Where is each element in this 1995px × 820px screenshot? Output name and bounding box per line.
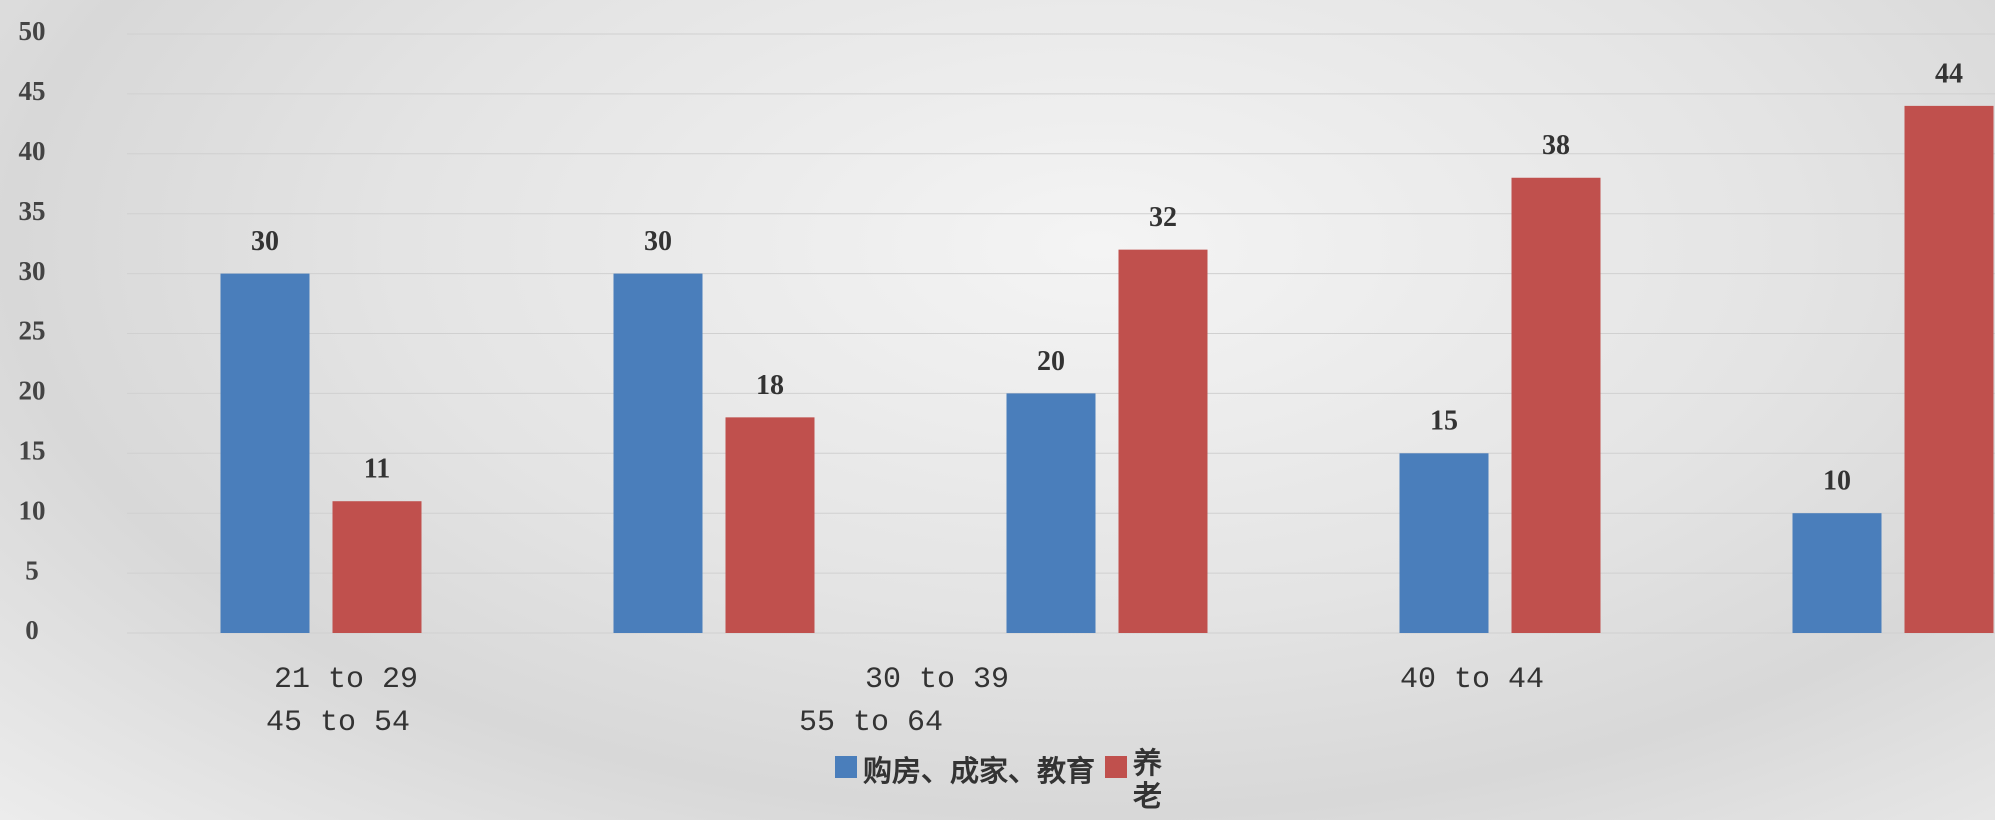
y-tick-label: 5 [25, 555, 39, 585]
bar [1399, 453, 1489, 633]
y-tick-label: 0 [25, 615, 39, 645]
legend-item: 购房、成家、教育 [835, 748, 1095, 790]
legend-swatch [835, 756, 857, 778]
x-tick-label: 21 to 29 [274, 663, 418, 697]
legend-swatch [1105, 756, 1128, 778]
x-tick-label: 40 to 44 [1400, 663, 1544, 697]
value-label: 30 [251, 226, 279, 257]
value-label: 30 [644, 226, 672, 257]
bar [1904, 105, 1994, 633]
y-tick-label: 15 [19, 436, 46, 466]
bar [220, 273, 310, 633]
bar [1792, 513, 1882, 633]
value-label: 44 [1935, 58, 1963, 89]
x-tick-label: 45 to 54 [266, 706, 410, 740]
y-tick-label: 10 [19, 495, 46, 525]
y-tick-label: 40 [19, 136, 46, 166]
value-label: 15 [1430, 406, 1458, 437]
legend: 购房、成家、教育 养老 [835, 748, 1163, 815]
y-tick-label: 30 [19, 256, 46, 286]
bar [725, 417, 815, 633]
y-tick-label: 50 [19, 16, 46, 46]
bar [613, 273, 703, 633]
value-label: 10 [1823, 466, 1851, 497]
legend-item: 养老 [1105, 748, 1163, 815]
y-tick-label: 45 [19, 76, 46, 106]
x-tick-label: 55 to 64 [799, 706, 943, 740]
y-tick-label: 25 [19, 316, 46, 346]
bar [1118, 249, 1208, 633]
value-label: 18 [756, 370, 784, 401]
legend-label: 养老 [1133, 748, 1163, 814]
legend-label: 购房、成家、教育 [863, 756, 1096, 788]
value-label: 32 [1149, 202, 1177, 233]
value-label: 11 [364, 454, 390, 485]
bar [1511, 177, 1601, 633]
y-tick-label: 20 [19, 376, 46, 406]
y-tick-label: 35 [19, 196, 46, 226]
value-label: 38 [1542, 130, 1570, 161]
bar [332, 501, 422, 633]
x-tick-label: 30 to 39 [865, 663, 1009, 697]
value-label: 20 [1037, 346, 1065, 377]
bar [1006, 393, 1096, 633]
